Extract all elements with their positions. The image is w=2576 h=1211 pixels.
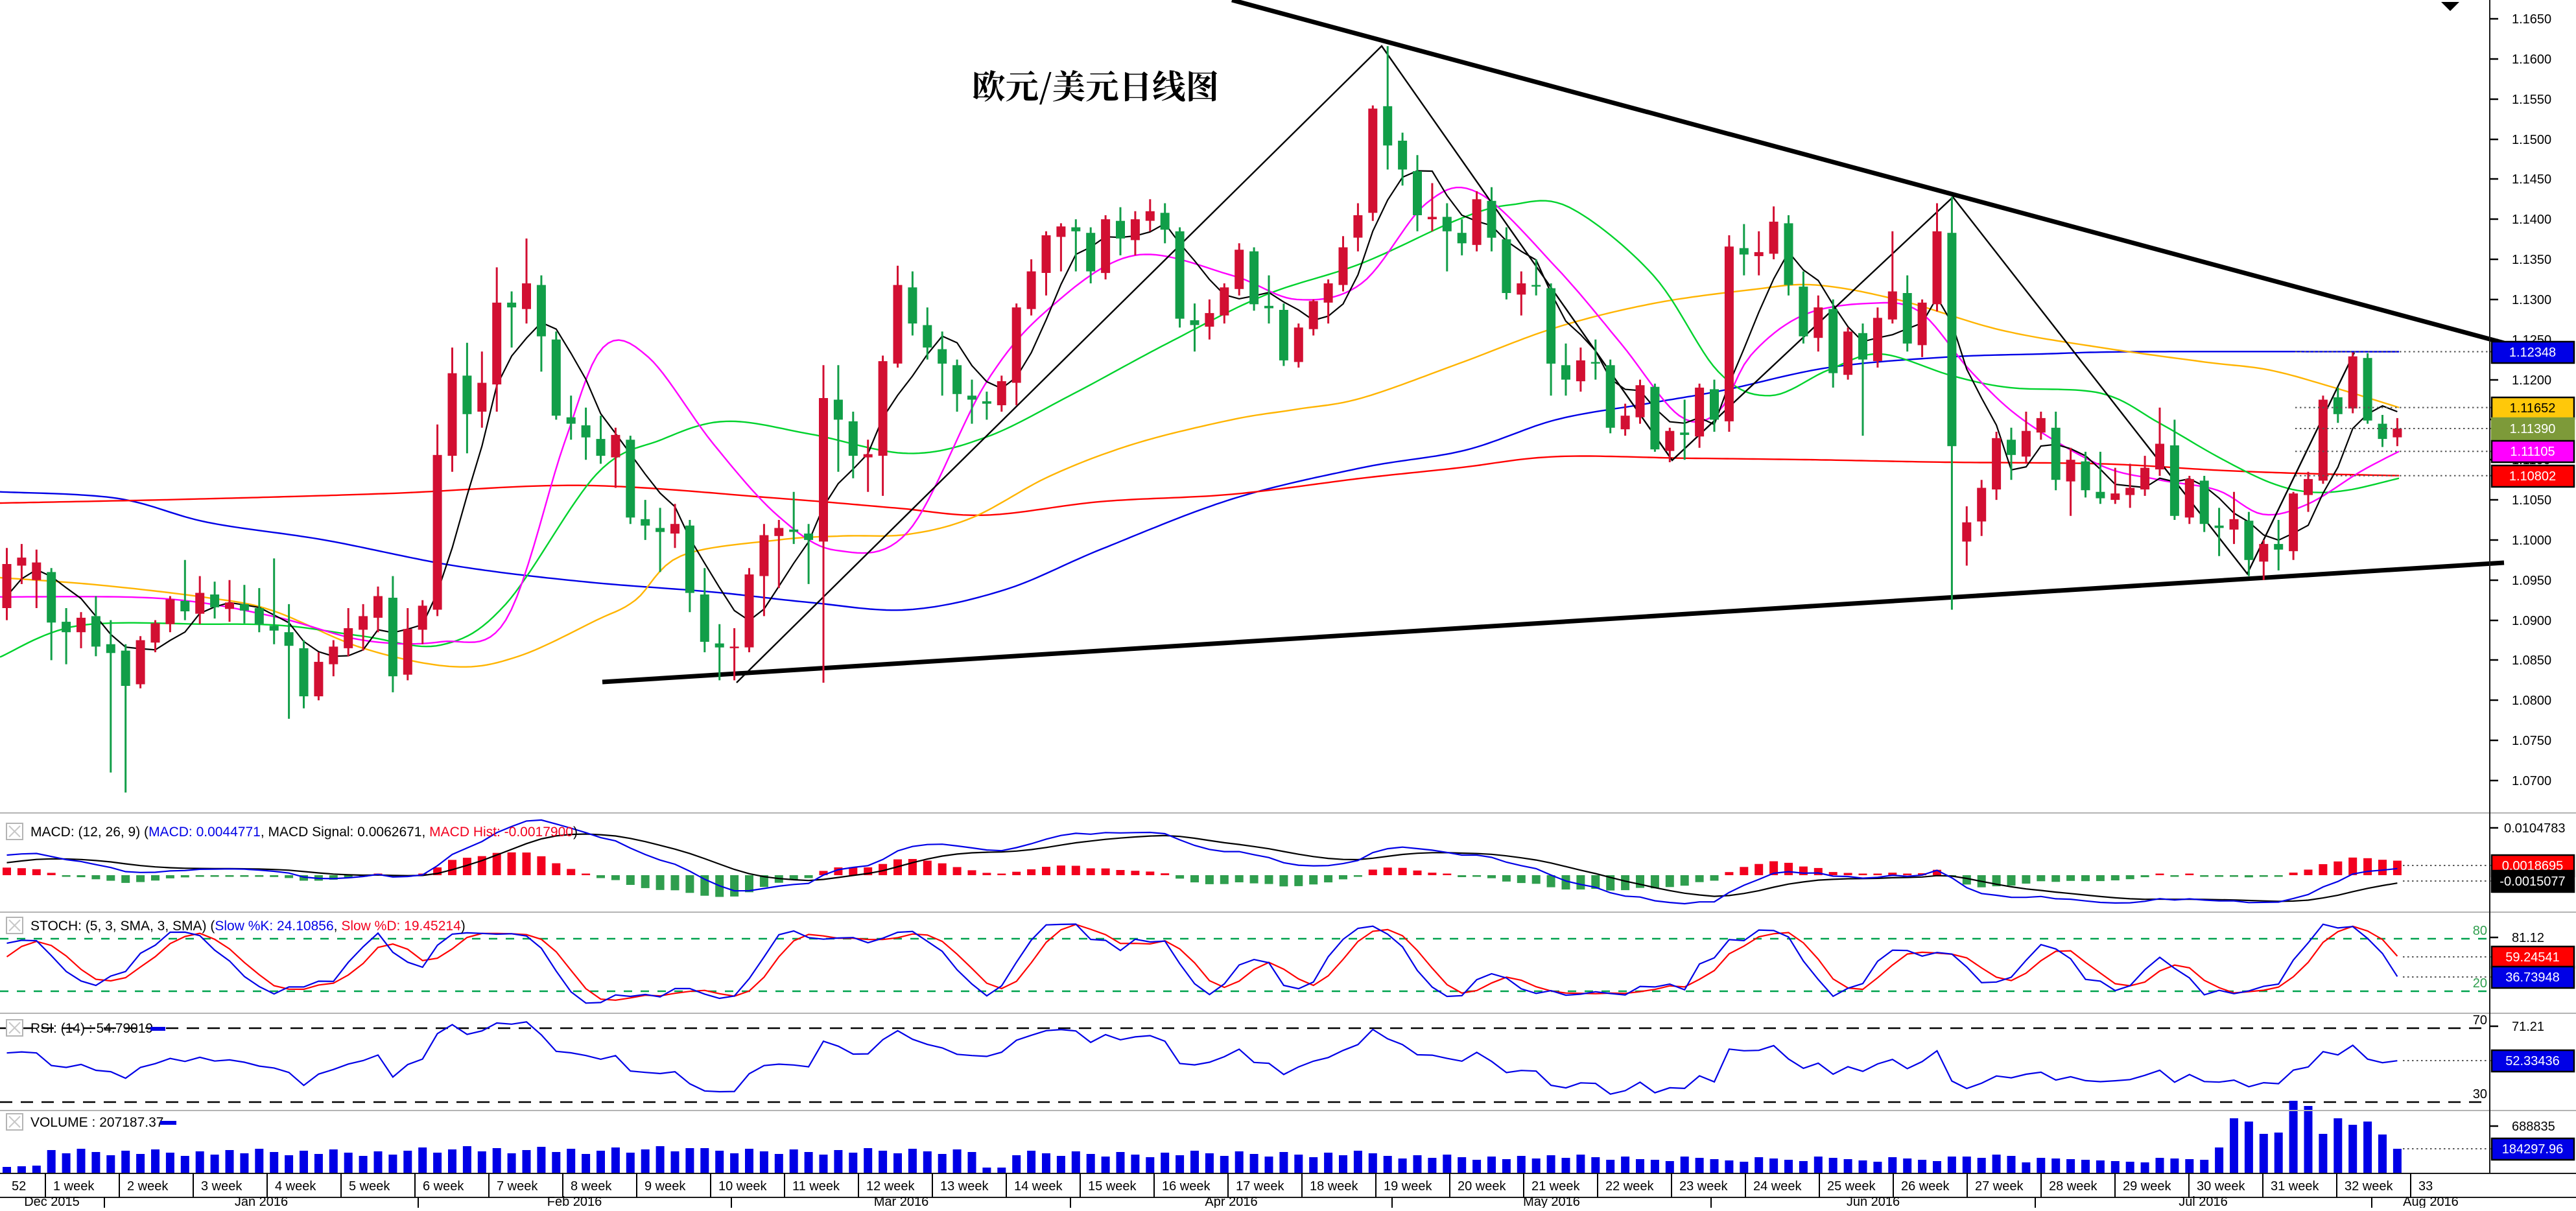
svg-text:4 week: 4 week — [275, 1179, 316, 1193]
svg-text:16 week: 16 week — [1162, 1179, 1211, 1193]
svg-text:0.0018695: 0.0018695 — [2502, 859, 2564, 873]
svg-text:26 week: 26 week — [1901, 1179, 1950, 1193]
svg-text:81.12: 81.12 — [2512, 931, 2544, 945]
svg-text:1.12348: 1.12348 — [2509, 346, 2556, 360]
svg-text:14 week: 14 week — [1014, 1179, 1063, 1193]
svg-text:20: 20 — [2473, 976, 2487, 991]
svg-text:1.0700: 1.0700 — [2512, 774, 2551, 788]
svg-text:1.1050: 1.1050 — [2512, 493, 2551, 508]
svg-text:6 week: 6 week — [423, 1179, 464, 1193]
svg-text:Jan 2016: Jan 2016 — [235, 1195, 288, 1208]
svg-text:10 week: 10 week — [718, 1179, 767, 1193]
svg-text:184297.96: 184297.96 — [2502, 1142, 2564, 1157]
svg-text:1.10802: 1.10802 — [2509, 469, 2556, 484]
svg-text:2 week: 2 week — [127, 1179, 169, 1193]
svg-text:9 week: 9 week — [644, 1179, 686, 1193]
svg-text:30: 30 — [2473, 1087, 2487, 1101]
svg-text:59.24541: 59.24541 — [2505, 950, 2559, 965]
svg-text:STOCH: (5, 3, SMA, 3, SMA) (Sl: STOCH: (5, 3, SMA, 3, SMA) (Slow %K: 24.… — [30, 919, 466, 934]
svg-text:1.11390: 1.11390 — [2510, 422, 2556, 436]
svg-text:25 week: 25 week — [1827, 1179, 1876, 1193]
svg-text:22 week: 22 week — [1605, 1179, 1654, 1193]
svg-text:1.1450: 1.1450 — [2512, 172, 2551, 187]
svg-text:Jun 2016: Jun 2016 — [1847, 1195, 1900, 1208]
svg-text:20 week: 20 week — [1458, 1179, 1506, 1193]
svg-text:1.1550: 1.1550 — [2512, 93, 2551, 107]
svg-text:Jul 2016: Jul 2016 — [2179, 1195, 2228, 1208]
svg-text:36.73948: 36.73948 — [2505, 970, 2559, 985]
svg-text:5 week: 5 week — [349, 1179, 390, 1193]
svg-text:80: 80 — [2473, 924, 2487, 938]
svg-text:27 week: 27 week — [1975, 1179, 2024, 1193]
svg-text:7 week: 7 week — [497, 1179, 538, 1193]
svg-text:18 week: 18 week — [1310, 1179, 1358, 1193]
svg-text:71.21: 71.21 — [2512, 1020, 2544, 1034]
svg-text:12 week: 12 week — [866, 1179, 915, 1193]
svg-text:70: 70 — [2473, 1013, 2487, 1028]
svg-text:1.0750: 1.0750 — [2512, 734, 2551, 748]
svg-text:1.1350: 1.1350 — [2512, 253, 2551, 267]
svg-text:-0.0015077: -0.0015077 — [2499, 875, 2565, 889]
svg-text:Mar 2016: Mar 2016 — [874, 1195, 929, 1208]
svg-text:8 week: 8 week — [571, 1179, 612, 1193]
svg-text:1.0950: 1.0950 — [2512, 574, 2551, 588]
svg-text:52: 52 — [12, 1179, 26, 1193]
svg-text:May 2016: May 2016 — [1523, 1195, 1580, 1208]
svg-text:1.1300: 1.1300 — [2512, 293, 2551, 307]
svg-text:3 week: 3 week — [201, 1179, 242, 1193]
svg-text:13 week: 13 week — [940, 1179, 989, 1193]
svg-text:VOLUME : 207187.37: VOLUME : 207187.37 — [30, 1115, 163, 1130]
svg-text:19 week: 19 week — [1384, 1179, 1432, 1193]
svg-text:29 week: 29 week — [2123, 1179, 2171, 1193]
svg-text:24 week: 24 week — [1753, 1179, 1802, 1193]
svg-text:15 week: 15 week — [1088, 1179, 1137, 1193]
svg-text:1.1500: 1.1500 — [2512, 133, 2551, 147]
svg-text:1.1650: 1.1650 — [2512, 12, 2551, 27]
svg-text:1.1600: 1.1600 — [2512, 53, 2551, 67]
svg-text:Aug 2016: Aug 2016 — [2403, 1195, 2459, 1208]
svg-text:33: 33 — [2418, 1179, 2433, 1193]
svg-text:Dec 2015: Dec 2015 — [24, 1195, 80, 1208]
svg-text:1.11652: 1.11652 — [2510, 401, 2556, 416]
svg-text:1.0900: 1.0900 — [2512, 614, 2551, 628]
svg-text:1.0850: 1.0850 — [2512, 653, 2551, 668]
svg-text:MACD: (12, 26, 9) (MACD: 0.004: MACD: (12, 26, 9) (MACD: 0.0044771, MACD… — [30, 825, 578, 840]
svg-text:1.0800: 1.0800 — [2512, 694, 2551, 708]
svg-text:1 week: 1 week — [53, 1179, 95, 1193]
svg-text:17 week: 17 week — [1236, 1179, 1284, 1193]
svg-text:1.11105: 1.11105 — [2510, 445, 2555, 459]
svg-text:1.1000: 1.1000 — [2512, 534, 2551, 548]
svg-text:28 week: 28 week — [2049, 1179, 2097, 1193]
svg-text:RSI: (14) : 54.79019: RSI: (14) : 54.79019 — [30, 1021, 153, 1036]
svg-text:21 week: 21 week — [1531, 1179, 1580, 1193]
svg-text:11 week: 11 week — [792, 1179, 840, 1193]
svg-text:688835: 688835 — [2512, 1120, 2555, 1134]
svg-text:Apr 2016: Apr 2016 — [1205, 1195, 1257, 1208]
svg-text:30 week: 30 week — [2197, 1179, 2245, 1193]
svg-text:31 week: 31 week — [2271, 1179, 2319, 1193]
svg-text:52.33436: 52.33436 — [2505, 1054, 2559, 1068]
svg-text:23 week: 23 week — [1679, 1179, 1728, 1193]
svg-text:0.0104783: 0.0104783 — [2504, 821, 2566, 836]
svg-text:Feb 2016: Feb 2016 — [547, 1195, 602, 1208]
svg-text:32 week: 32 week — [2345, 1179, 2393, 1193]
svg-text:1.1200: 1.1200 — [2512, 373, 2551, 388]
svg-text:1.1400: 1.1400 — [2512, 213, 2551, 227]
